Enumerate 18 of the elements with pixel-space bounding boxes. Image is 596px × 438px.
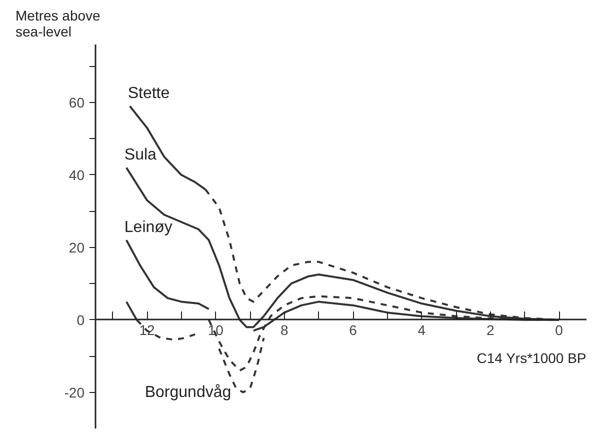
x-tick-label: 12 (139, 322, 156, 338)
annotation: Leinøy (124, 219, 172, 236)
annotation: Sula (124, 146, 157, 164)
y-tick-label: 20 (68, 239, 85, 256)
y-axis-title: Metres above sea-level (16, 8, 101, 40)
y-tick-label: 40 (68, 166, 85, 183)
y-tick-label: 0 (76, 312, 85, 328)
x-tick-label: 0 (555, 322, 564, 338)
x-tick-label: 8 (280, 322, 288, 338)
y-tick-label: 60 (68, 94, 85, 110)
annotation: Stette (128, 85, 170, 102)
x-tick-label: 2 (486, 322, 494, 338)
x-tick-label: 10 (208, 322, 224, 338)
y-tick-label: -20 (64, 384, 85, 400)
annotation: Borgundvåg (144, 384, 232, 401)
x-tick-label: 4 (418, 322, 426, 338)
x-axis-title: C14 Yrs*1000 BP (476, 350, 586, 366)
x-tick-label: 6 (349, 322, 358, 338)
